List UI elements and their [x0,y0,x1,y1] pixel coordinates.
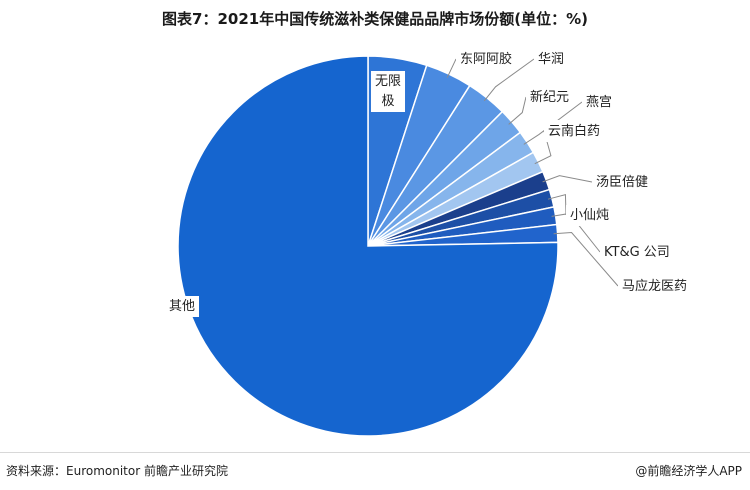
slice-label-box-6 [592,172,653,193]
footer-divider [0,452,750,453]
slice-label-3: 新纪元 [530,89,569,105]
leader-line-4 [523,101,583,145]
slice-label-10: 其他 [169,299,195,314]
slice-label-box-8 [600,242,674,263]
slice-label-0: 无限极 [375,74,401,109]
leader-line-7 [547,194,567,216]
slice-label-box-3 [526,86,574,108]
slice-label-box-5 [544,120,605,142]
leader-line-6 [542,175,593,183]
leader-line-3 [508,96,527,125]
slice-label-1: 东阿阿胶 [460,51,512,67]
slice-label-box-0 [370,71,406,112]
source-note: 资料来源：Euromonitor 前瞻产业研究院 [6,464,228,478]
leader-line-1 [446,58,457,78]
slice-label-7: 小仙炖 [570,208,609,223]
leader-line-9 [553,232,619,287]
slice-label-box-4 [582,92,617,113]
slice-label-4: 燕宫 [586,95,612,110]
leader-line-2 [483,58,535,102]
slice-label-6: 汤臣倍健 [596,175,648,190]
slice-label-9: 马应龙医药 [622,278,687,294]
credit-note: @前瞻经济学人APP [635,464,742,478]
chart-title: 图表7：2021年中国传统滋补类保健品品牌市场份额(单位：%) [162,10,588,28]
slice-label-box-2 [534,49,569,70]
slice-label-box-10 [164,296,200,317]
slice-label-8: KT&G 公司 [604,245,670,260]
slice-label-2: 华润 [538,52,564,67]
slice-label-box-1 [456,48,517,70]
slice-label-box-7 [566,205,614,226]
pie-slice-10 [177,55,559,437]
slice-label-box-9 [618,275,692,297]
slice-label-5: 云南白药 [548,123,600,139]
